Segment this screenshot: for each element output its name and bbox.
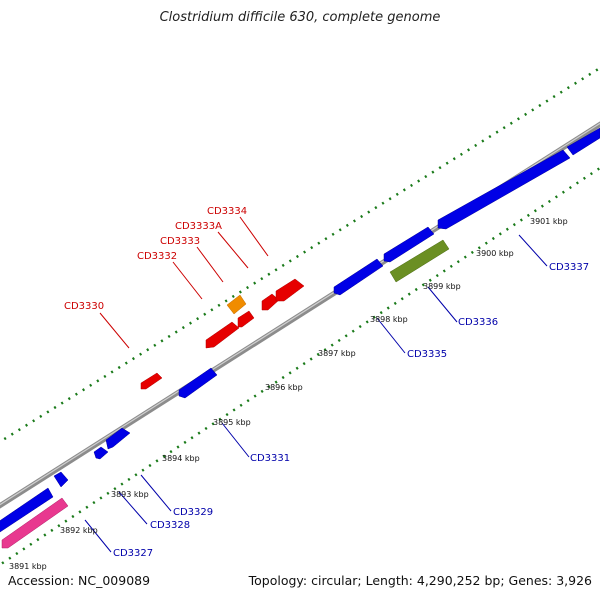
genome-backbone-highlight <box>0 122 600 506</box>
gene-label-cd3337: CD3337 <box>549 262 589 273</box>
gene-cd3337-b[interactable] <box>566 127 600 156</box>
accession-text: Accession: NC_009089 <box>8 573 151 588</box>
map-title: Clostridium difficile 630, complete geno… <box>159 10 441 25</box>
gene-cd3336[interactable] <box>389 239 450 283</box>
scale-label: 3900 kbp <box>476 249 514 258</box>
callout-line-cd3333a <box>217 231 249 269</box>
gene-label-cd3330: CD3330 <box>64 301 104 312</box>
gene-label-cd3336: CD3336 <box>458 317 498 328</box>
callout-line-cd3336 <box>427 286 458 323</box>
gene-label-cd3333: CD3333 <box>160 236 200 247</box>
gene-cd3328[interactable] <box>53 471 69 488</box>
gene-cd3329-b[interactable] <box>105 427 131 450</box>
gene-cd3335-b[interactable] <box>383 226 435 263</box>
callout-line-cd3337 <box>518 234 548 267</box>
gene-cd3334-b[interactable] <box>275 278 305 302</box>
scale-label: 3895 kbp <box>213 418 251 427</box>
gene-cd3327[interactable] <box>1 497 69 549</box>
gene-cd3329-a[interactable] <box>93 446 109 460</box>
gene-cd3332[interactable] <box>205 321 240 349</box>
gene-cd3333[interactable] <box>237 310 255 328</box>
scale-label: 3897 kbp <box>318 349 356 358</box>
callout-line-cd3328 <box>118 491 148 525</box>
scale-label: 3896 kbp <box>265 383 303 392</box>
genome-backbone <box>0 121 600 509</box>
callout-line-cd3334 <box>239 216 269 257</box>
gene-label-cd3332: CD3332 <box>137 251 177 262</box>
gene-cd3333a[interactable] <box>226 294 247 315</box>
gene-cd3335-a[interactable] <box>333 258 384 296</box>
callout-line-cd3331 <box>221 422 250 458</box>
gene-label-cd3331: CD3331 <box>250 453 290 464</box>
gene-label-cd3334: CD3334 <box>207 206 247 217</box>
callout-line-cd3327 <box>84 519 112 553</box>
scale-label: 3893 kbp <box>111 490 149 499</box>
callout-line-cd3330 <box>99 312 130 349</box>
callout-line-cd3329 <box>140 474 172 512</box>
callout-line-cd3333 <box>196 246 224 283</box>
gene-cd3330[interactable] <box>140 372 163 390</box>
scale-label: 3899 kbp <box>423 282 461 291</box>
inner-tick-ring <box>0 166 600 567</box>
gene-label-cd3333a: CD3333A <box>175 221 222 232</box>
gene-label-cd3335: CD3335 <box>407 349 447 360</box>
callout-line-cd3335 <box>376 317 406 354</box>
gene-label-cd3327: CD3327 <box>113 548 153 559</box>
scale-label: 3891 kbp <box>9 562 47 571</box>
scale-label: 3898 kbp <box>370 315 408 324</box>
gene-cd3331[interactable] <box>178 367 218 399</box>
gene-cd3337-a[interactable] <box>437 149 571 230</box>
gene-cd3327-b[interactable] <box>0 487 54 533</box>
gene-cd3334-a[interactable] <box>261 293 280 311</box>
scale-label: 3894 kbp <box>162 454 200 463</box>
genome-summary-text: Topology: circular; Length: 4,290,252 bp… <box>248 573 592 588</box>
scale-label: 3901 kbp <box>530 217 568 226</box>
gene-label-cd3328: CD3328 <box>150 520 190 531</box>
callout-line-cd3332 <box>172 261 203 300</box>
gene-label-cd3329: CD3329 <box>173 507 213 518</box>
scale-label: 3892 kbp <box>60 526 98 535</box>
